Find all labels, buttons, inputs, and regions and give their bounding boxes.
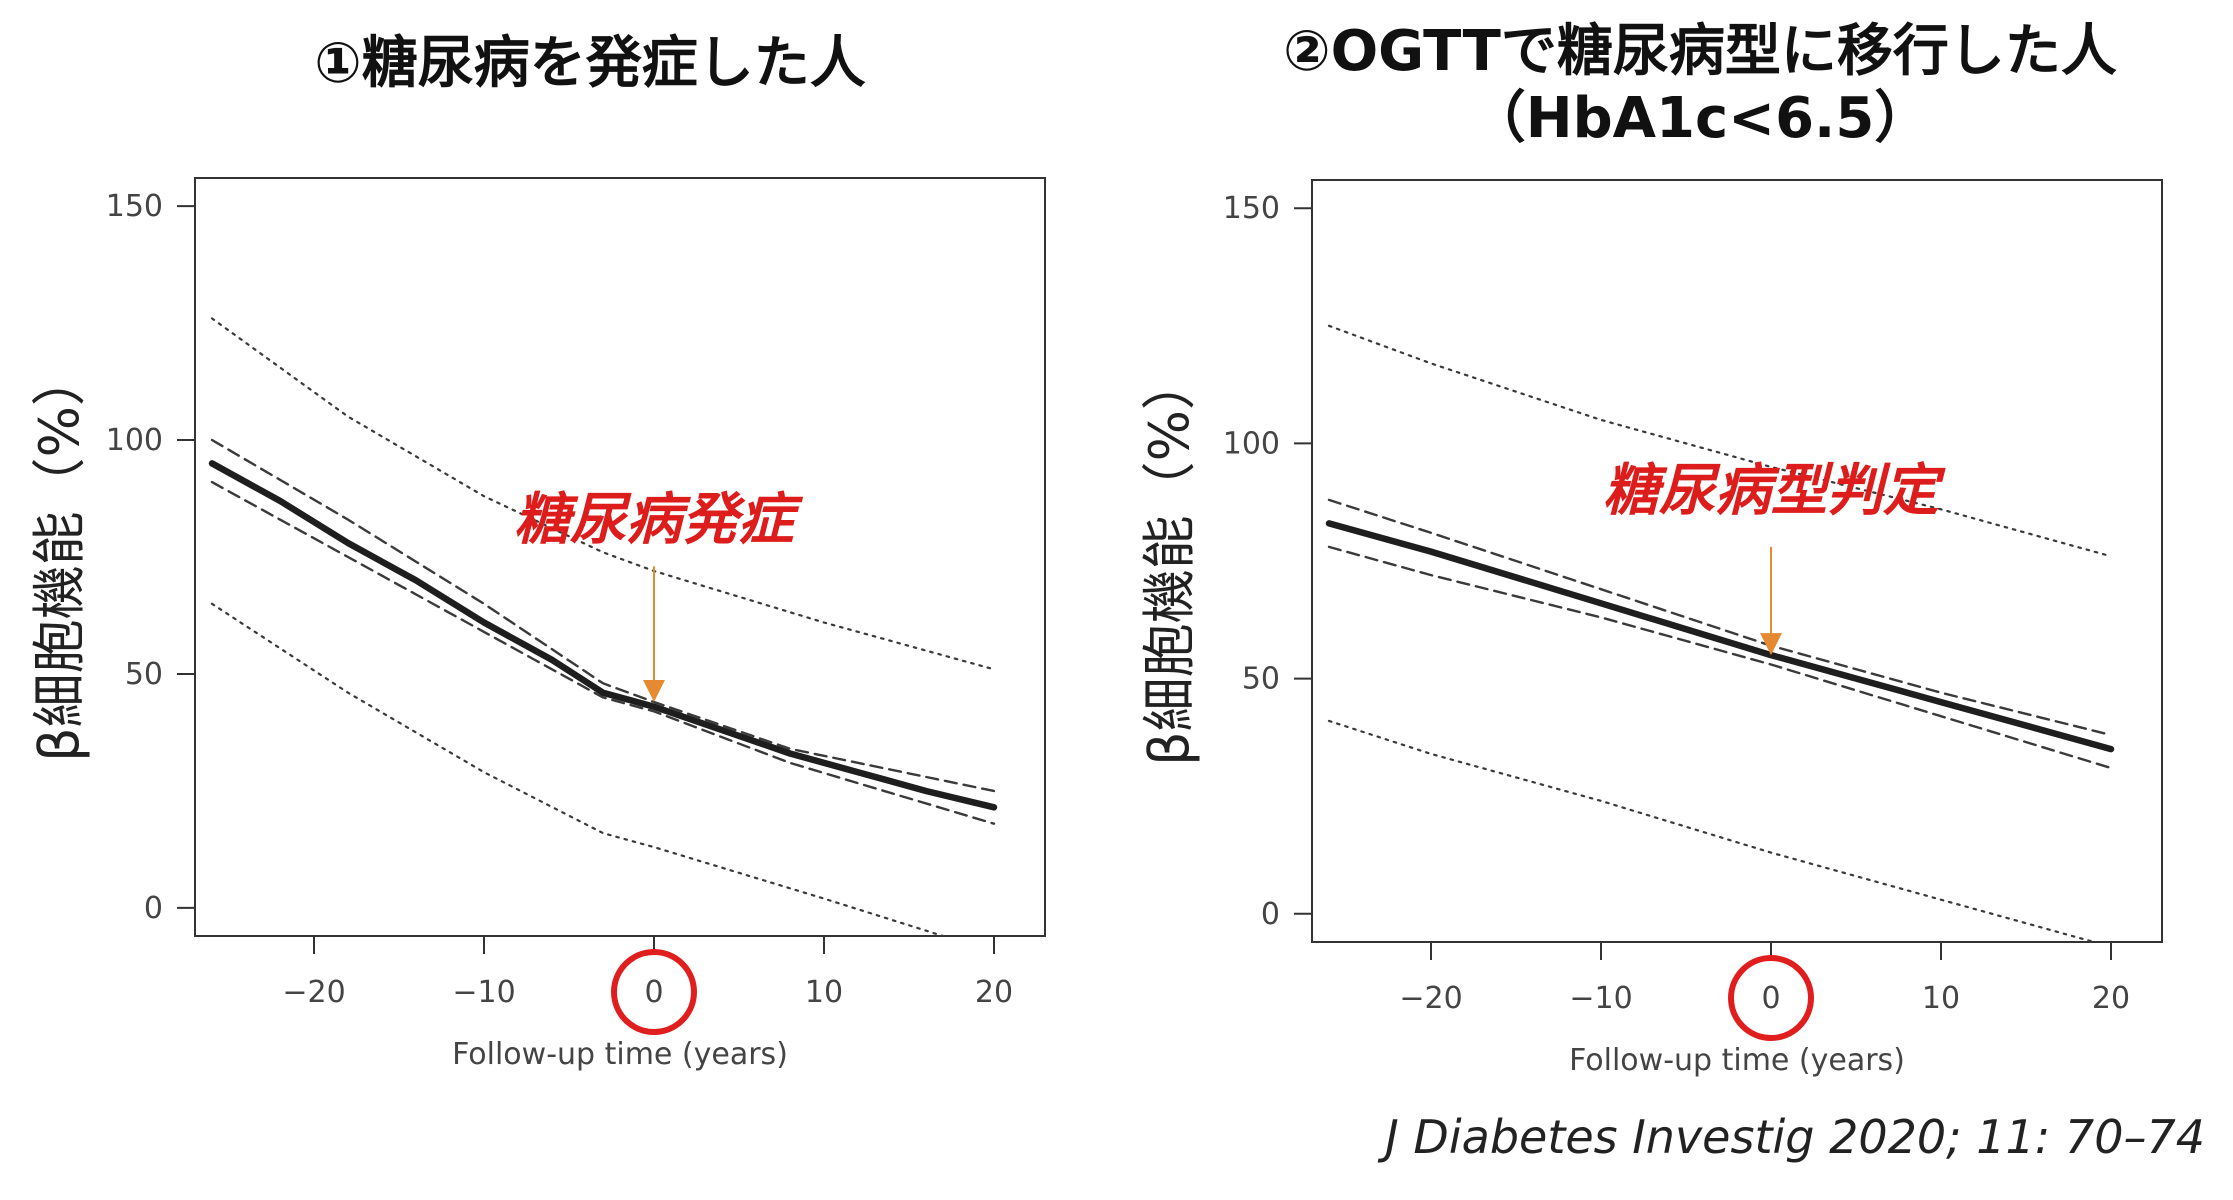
y-tick-label: 50 [1242, 662, 1280, 697]
y-tick-label: 0 [144, 891, 163, 926]
x-axis-label: Follow-up time (years) [1569, 1043, 1905, 1078]
x-tick-label: 20 [975, 975, 1013, 1010]
plot-frame [194, 177, 1046, 937]
x-tick-label: 0 [1761, 981, 1780, 1016]
series-line-ci-upper [210, 438, 996, 793]
series-line-pi-upper [1327, 324, 2113, 558]
panel-2-title-line-2: （HbA1c<6.5） [1469, 86, 1931, 152]
y-tick-label: 150 [106, 189, 163, 224]
highlight-circle [1728, 955, 1814, 1041]
x-tick-label: −10 [1569, 981, 1632, 1016]
annotation-arrow-head [643, 680, 665, 703]
x-tick-label: 10 [1922, 981, 1960, 1016]
annotation-label: 糖尿病型判定 [1603, 458, 1946, 523]
highlight-circle [611, 949, 697, 1035]
x-tick-label: −20 [1399, 981, 1462, 1016]
x-tick-label: −20 [282, 975, 345, 1010]
series-line-pi-upper [210, 317, 996, 671]
annotation-label: 糖尿病発症 [514, 487, 804, 552]
series-line-ci-lower [210, 480, 996, 825]
x-tick-label: 0 [644, 975, 663, 1010]
series-line-ci-upper [1327, 498, 2113, 737]
series-line-estimate [1325, 520, 2115, 753]
y-axis-label: β細胞機能（%） [28, 352, 91, 762]
series-line-ci-lower [1327, 545, 2113, 770]
chart-panel-2: 0 50 100 150 −20 −10 0 10 20 Follow-up time (year… [1138, 179, 2163, 1078]
x-tick-label: 20 [2092, 981, 2130, 1016]
series-line-pi-lower [1327, 719, 2096, 942]
series-line-estimate [208, 460, 998, 811]
x-axis-label: Follow-up time (years) [452, 1037, 788, 1072]
chart-panel-1: 0 50 100 150 −20 −10 0 10 20 Follow-up time (year… [28, 177, 1046, 1072]
x-tick-label: 10 [805, 975, 843, 1010]
y-tick-label: 100 [106, 423, 163, 458]
y-tick-label: 100 [1223, 426, 1280, 461]
panel-1-title: ①糖尿病を発症した人 [314, 31, 866, 96]
panel-2-title: ②OGTTで糖尿病型に移行した人 （HbA1c<6.5） [1170, 18, 2230, 152]
x-tick-label: −10 [452, 975, 515, 1010]
plot-frame [1311, 179, 2163, 943]
y-tick-label: 0 [1261, 897, 1280, 932]
annotation-arrow-head [1760, 633, 1782, 656]
y-tick-label: 50 [125, 657, 163, 692]
series-line-pi-lower [210, 602, 945, 936]
panel-2-title-line-1: ②OGTTで糖尿病型に移行した人 [1283, 19, 2117, 84]
y-tick-label: 150 [1223, 191, 1280, 226]
citation: J Diabetes Investig 2020; 11: 70–74 [1385, 1110, 2205, 1164]
y-axis-label: β細胞機能（%） [1138, 356, 1201, 766]
